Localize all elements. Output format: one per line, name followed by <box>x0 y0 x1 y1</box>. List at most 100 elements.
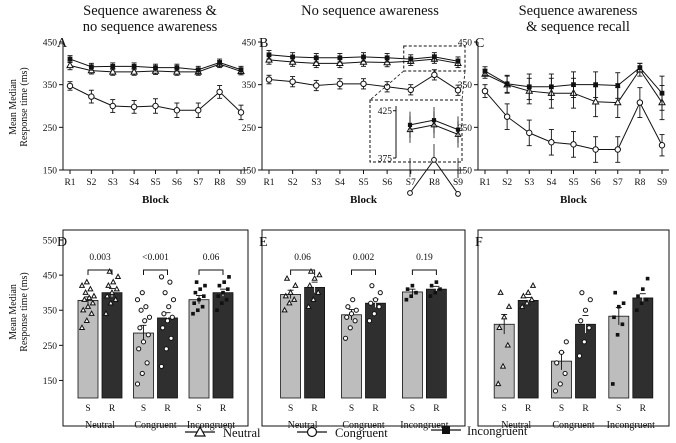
individual-point-congruent <box>164 318 171 324</box>
individual-point-incongruent <box>634 308 639 313</box>
individual-point-neutral <box>81 296 88 302</box>
individual-point-incongruent <box>222 280 227 284</box>
bracket-line <box>411 269 437 275</box>
individual-point-congruent <box>552 388 559 394</box>
top-y-label-line2: Response time (ms) <box>19 67 30 146</box>
legend-triangle-icon <box>193 425 207 437</box>
panel-a-title-line1: Sequence awareness & <box>83 3 217 19</box>
individual-point-incongruent <box>613 290 618 295</box>
individual-point-neutral <box>108 289 116 295</box>
block-type-label: S <box>85 404 90 414</box>
individual-point-neutral <box>282 292 289 299</box>
data-point-neutral <box>312 58 321 67</box>
individual-point-congruent <box>582 307 589 313</box>
x-axis-label: Block <box>560 194 588 206</box>
data-point-congruent <box>481 87 489 95</box>
top-row: Sequence awareness & no sequence awarene… <box>8 3 669 206</box>
panel-frame <box>261 229 466 427</box>
x-tick-label: S3 <box>108 178 118 188</box>
individual-point-congruent <box>345 304 351 310</box>
y-tick-label: 550 <box>43 237 58 247</box>
individual-point-neutral <box>286 299 293 306</box>
individual-point-congruent <box>353 307 359 313</box>
bar-r <box>365 302 386 399</box>
individual-point-neutral <box>112 296 119 302</box>
panel-c-title-line2: & sequence recall <box>526 19 630 35</box>
top-panels: 150 250 350 450 R1 S2 S3 S4 S5 S6 S7 R8 S9 Block 150 25… <box>43 39 669 206</box>
individual-point-congruent <box>579 290 585 296</box>
individual-point-congruent <box>586 325 592 331</box>
individual-point-incongruent <box>434 280 439 284</box>
significance-bracket: 0.19 <box>411 253 437 275</box>
individual-point-neutral <box>305 303 312 309</box>
data-point-congruent <box>592 146 599 153</box>
individual-point-neutral <box>113 285 120 292</box>
panel-b-plot: 150 250 350 450 R1 S2 S3 S4 S5 S6 S7 R8 S9 Block 375 42… <box>242 39 466 206</box>
individual-point-neutral <box>519 303 526 309</box>
x-tick-label: S4 <box>335 178 345 188</box>
condition-label: Congruent <box>134 420 176 431</box>
data-point-incongruent <box>593 82 599 88</box>
data-point-congruent <box>383 83 391 91</box>
panel-c-label: C <box>475 36 484 51</box>
bar-group-incongruent: S R Incongruent 0.06 <box>187 253 236 431</box>
bar-r <box>575 323 596 399</box>
block-type-label: R <box>164 404 171 414</box>
individual-point-neutral <box>83 317 90 323</box>
y-tick-label: 350 <box>242 81 257 91</box>
individual-point-congruent <box>168 335 174 341</box>
individual-point-congruent <box>347 325 353 331</box>
individual-point-incongruent <box>410 283 415 288</box>
x-tick-label: S7 <box>193 178 203 188</box>
bar-group-congruent: S R Congruent <box>551 290 596 431</box>
panel-frame <box>477 229 670 427</box>
data-point-congruent <box>526 129 533 137</box>
series-incongruent <box>482 62 665 111</box>
individual-point-neutral <box>528 296 535 302</box>
panel-a-titles: Sequence awareness & no sequence awarene… <box>57 3 218 51</box>
block-type-label: R <box>109 404 116 414</box>
condition-label: Neutral <box>288 420 318 431</box>
individual-point-incongruent <box>610 382 615 386</box>
data-point-incongruent <box>88 64 94 70</box>
data-point-incongruent <box>526 84 532 90</box>
bar-group-neutral: S R Neutral 0.003 <box>77 253 123 431</box>
bracket-line <box>87 269 113 275</box>
individual-point-neutral <box>283 274 291 281</box>
block-type-label: S <box>559 404 564 414</box>
y-tick-label: 450 <box>43 39 58 49</box>
individual-point-neutral <box>501 313 508 320</box>
data-point-incongruent <box>504 81 510 87</box>
p-value-label: <0.001 <box>142 253 169 263</box>
y-tick-label: 450 <box>242 39 257 49</box>
panel-c-plot: 150 250 350 450 R1 S2 S3 S4 S5 S6 S7 R8 S9 Block <box>458 39 669 206</box>
panel-f-plot: S R Neutral S R Congruent S R Incongruent <box>477 229 670 431</box>
legend-incongruent-label: Incongruent <box>467 424 528 438</box>
individual-point-congruent <box>342 335 349 341</box>
individual-point-congruent <box>144 360 150 366</box>
individual-point-congruent <box>161 311 167 317</box>
data-point-congruent <box>570 141 577 148</box>
x-tick-label: S9 <box>453 178 463 188</box>
individual-point-neutral <box>105 282 112 288</box>
individual-point-neutral <box>89 299 96 306</box>
series-incongruent <box>67 55 244 74</box>
individual-point-neutral <box>504 341 511 348</box>
series-congruent <box>66 81 245 121</box>
bottom-y-label-line1: Mean Median <box>8 284 19 340</box>
condition-label: Neutral <box>501 420 531 431</box>
individual-point-congruent <box>587 297 593 303</box>
zoom-region-box <box>403 45 466 72</box>
individual-point-neutral <box>78 282 86 288</box>
condition-label: Congruent <box>342 420 384 431</box>
panel-c-title-line1: Sequence awareness <box>519 3 638 19</box>
individual-point-neutral <box>525 289 532 295</box>
individual-point-neutral <box>291 296 298 302</box>
inset-data-point-congruent <box>407 190 413 196</box>
individual-point-incongruent <box>200 304 205 309</box>
block-type-label: S <box>196 404 201 414</box>
panel-e-plot: S R Neutral 0.06 S R Congruent 0.002 S R Incongrue… <box>261 229 466 431</box>
significance-bracket: 0.06 <box>198 253 224 275</box>
individual-point-incongruent <box>621 301 626 306</box>
inset-data-point-congruent <box>455 191 461 197</box>
